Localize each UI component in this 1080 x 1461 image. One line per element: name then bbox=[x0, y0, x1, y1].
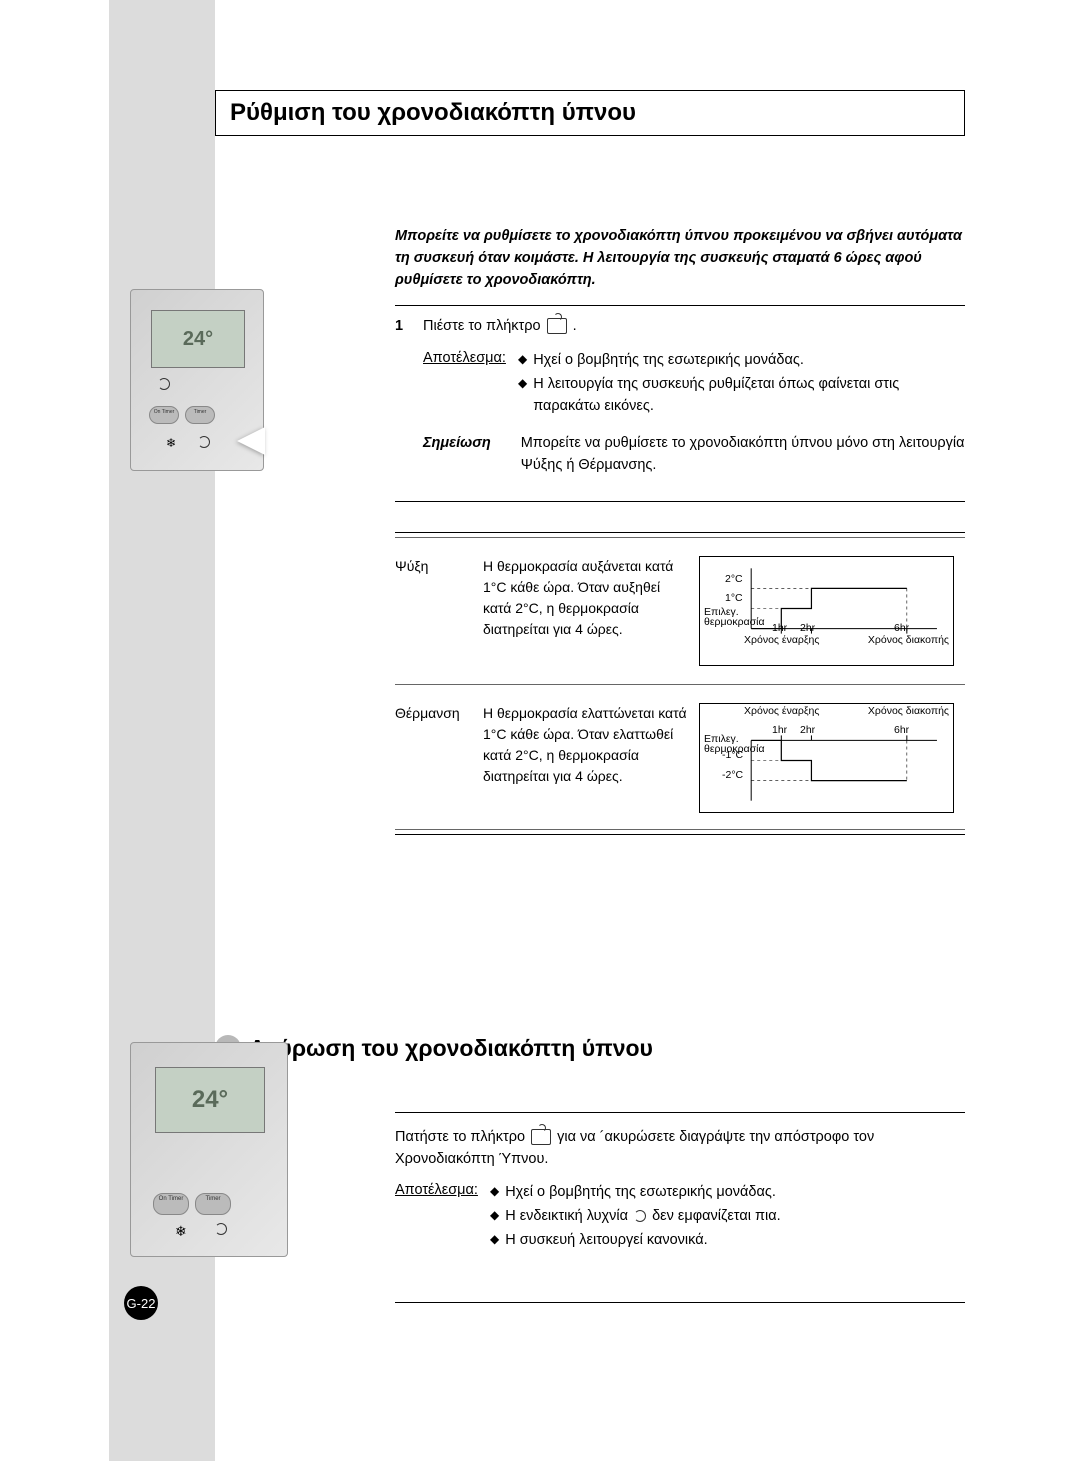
on-timer-button: On Timer bbox=[149, 406, 179, 424]
on-timer-button: On Timer bbox=[153, 1193, 189, 1215]
cooling-row: Ψύξη Η θερμοκρασία αυξάνεται κατά 1°C κά… bbox=[395, 542, 965, 680]
page-number-badge: G-22 bbox=[124, 1286, 158, 1320]
sleep-button-icon bbox=[547, 318, 567, 334]
note-label: Σημείωση bbox=[423, 433, 491, 477]
heating-graph: Χρόνος έναρξης Χρόνος διακοπής 1hr 2hr 6… bbox=[699, 703, 954, 813]
remote-display: 24° bbox=[155, 1067, 265, 1133]
note-text: Μπορείτε να ρυθμίσετε το χρονοδιακόπτη ύ… bbox=[521, 433, 965, 477]
intro-text: Μπορείτε να ρυθμίσετε το χρονοδιακόπτη ύ… bbox=[395, 226, 965, 291]
moon-indicator-icon bbox=[634, 1210, 646, 1222]
result-bullet: Η λειτουργία της συσκευής ρυθμίζεται όπω… bbox=[533, 374, 965, 418]
cancel-bullet: Η ενδεικτική λυχνία δεν εμφανίζεται πια. bbox=[505, 1206, 780, 1228]
section-title-bar: Ρύθμιση του χρονοδιακόπτη ύπνου bbox=[215, 90, 965, 136]
heating-row: Θέρμανση Η θερμοκρασία ελαττώνεται κατά … bbox=[395, 689, 965, 827]
step-number: 1 bbox=[395, 316, 409, 477]
result-label: Αποτέλεσμα: bbox=[395, 1180, 478, 1251]
timer-button: Timer bbox=[195, 1193, 231, 1215]
cancel-bullet: Η συσκευή λειτουργεί κανονικά. bbox=[505, 1230, 707, 1252]
result-bullet: Ηχεί ο βομβητής της εσωτερικής μονάδας. bbox=[533, 350, 804, 372]
step-text: Πιέστε το πλήκτρο bbox=[423, 318, 541, 334]
cooling-graph: 2°C 1°C Επιλεγ. θερμοκρασία 1hr 2hr 6hr … bbox=[699, 556, 954, 666]
cooling-label: Ψύξη bbox=[395, 556, 473, 577]
heating-label: Θέρμανση bbox=[395, 703, 473, 724]
sleep-button-icon bbox=[531, 1129, 551, 1145]
cancel-bullet: Ηχεί ο βομβητής της εσωτερικής μονάδας. bbox=[505, 1182, 776, 1204]
timer-button: Timer bbox=[185, 406, 215, 424]
sleep-mode-icon bbox=[156, 376, 172, 388]
page-title: Ρύθμιση του χρονοδιακόπτη ύπνου bbox=[230, 99, 950, 127]
result-label: Αποτέλεσμα: bbox=[423, 348, 506, 417]
heating-description: Η θερμοκρασία ελαττώνεται κατά 1°C κάθε … bbox=[483, 703, 689, 787]
section2-title: Ακύρωση του χρονοδιακόπτη ύπνου bbox=[249, 1035, 653, 1062]
cooling-description: Η θερμοκρασία αυξάνεται κατά 1°C κάθε ώρ… bbox=[483, 556, 689, 640]
remote-control-illustration-2: 24° On Timer Timer ❄ bbox=[130, 1042, 288, 1257]
